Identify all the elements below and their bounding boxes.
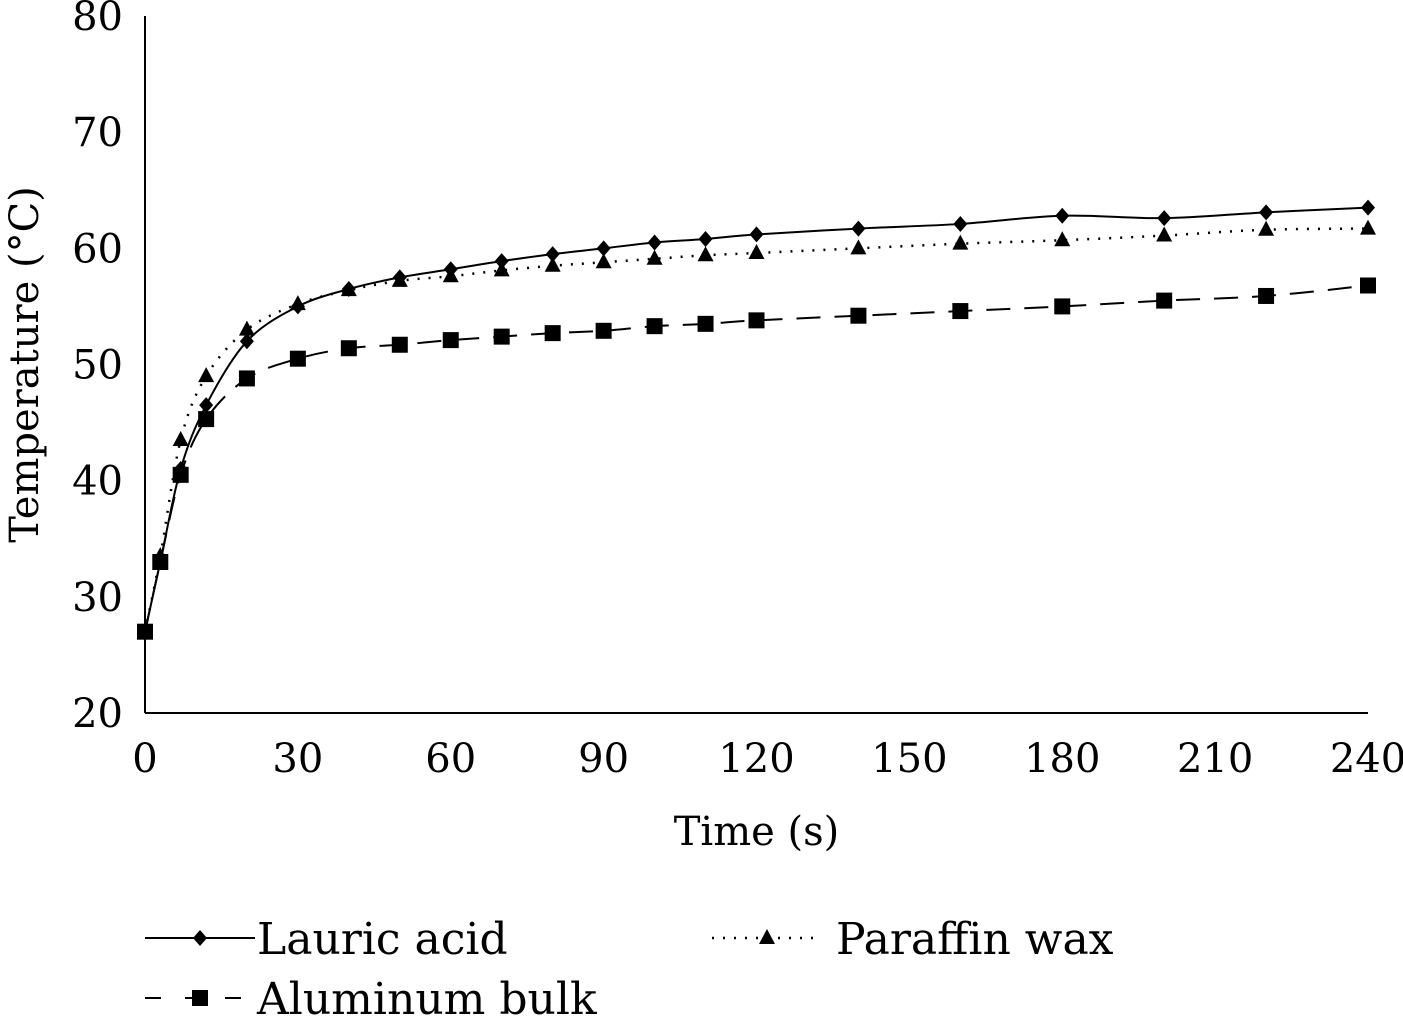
data-point	[595, 322, 612, 339]
data-point	[199, 397, 214, 414]
y-axis-title: Temperature (°C)	[2, 186, 48, 543]
data-point	[238, 320, 255, 336]
data-point	[1157, 210, 1172, 227]
data-point	[152, 553, 169, 570]
data-point	[289, 295, 306, 311]
data-point	[1156, 292, 1173, 309]
data-point	[340, 340, 357, 357]
data-point	[851, 220, 866, 237]
data-point	[1054, 231, 1071, 247]
data-point	[1258, 287, 1275, 304]
legend-marker	[192, 990, 208, 1006]
legend-item-aluminum-bulk: Aluminum bulk	[145, 974, 597, 1016]
data-point	[544, 325, 561, 342]
data-point	[748, 243, 765, 259]
data-point	[595, 253, 612, 269]
series-layer	[137, 199, 1376, 640]
data-point	[239, 333, 254, 350]
data-point	[545, 246, 560, 263]
data-point	[137, 623, 153, 640]
data-point	[647, 234, 662, 251]
x-tick-label: 30	[272, 736, 323, 782]
y-tick-label: 80	[72, 0, 123, 40]
data-point	[391, 336, 408, 353]
x-tick-label: 90	[578, 736, 629, 782]
data-point	[391, 271, 408, 287]
data-point	[493, 328, 510, 345]
legend-label: Paraffin wax	[836, 914, 1114, 965]
legend-item-paraffin-wax: Paraffin wax	[712, 914, 1114, 965]
series-paraffin-wax	[137, 219, 1376, 638]
data-point	[1361, 199, 1375, 216]
data-point	[952, 234, 969, 250]
data-point	[544, 256, 561, 272]
series-line-paraffin-wax	[143, 227, 1369, 632]
data-point	[697, 246, 714, 262]
data-point	[697, 315, 714, 332]
x-tick-label: 180	[1024, 736, 1100, 782]
data-point	[1156, 226, 1173, 242]
data-point	[1259, 204, 1274, 221]
data-point	[850, 307, 867, 324]
data-point	[698, 231, 713, 248]
series-aluminum-bulk	[137, 277, 1376, 640]
data-point	[952, 303, 969, 320]
data-point	[198, 411, 215, 428]
series-line-lauric-acid	[144, 206, 1369, 632]
data-point	[494, 253, 509, 270]
data-point	[442, 332, 459, 349]
data-point	[1054, 298, 1071, 315]
axes	[144, 16, 1368, 714]
y-tick-label: 50	[72, 343, 123, 389]
data-point	[238, 370, 255, 387]
legend-marker	[759, 929, 775, 944]
data-point	[850, 239, 867, 255]
y-tick-labels: 20 30 40 50 60 70 80	[72, 0, 123, 737]
x-tick-label: 120	[718, 736, 794, 782]
x-tick-label: 60	[425, 736, 476, 782]
data-point	[953, 215, 968, 232]
x-tick-label: 0	[132, 736, 157, 782]
y-tick-label: 20	[72, 691, 123, 737]
legend-item-lauric-acid: Lauric acid	[145, 914, 508, 965]
data-point	[749, 226, 764, 243]
x-tick-label: 240	[1330, 736, 1403, 782]
x-tick-label: 210	[1177, 736, 1253, 782]
data-point	[1055, 207, 1070, 224]
legend-marker	[193, 930, 207, 946]
x-tick-labels: 0 30 60 90 120 150 180 210 240	[132, 736, 1403, 782]
legend-label: Lauric acid	[257, 914, 508, 965]
data-point	[1360, 277, 1376, 294]
data-point	[289, 350, 306, 367]
y-tick-label: 70	[72, 110, 123, 156]
data-point	[493, 261, 510, 277]
data-point	[172, 431, 189, 447]
data-point	[596, 240, 611, 257]
data-point	[646, 249, 663, 265]
data-point	[172, 466, 189, 483]
data-point	[1360, 219, 1376, 235]
legend-label: Aluminum bulk	[256, 974, 597, 1016]
x-tick-label: 150	[871, 736, 947, 782]
legend: Lauric acid Paraffin wax Aluminum bulk	[145, 914, 1114, 1016]
series-lauric-acid	[138, 199, 1375, 640]
data-point	[442, 267, 459, 283]
y-tick-label: 30	[72, 575, 123, 621]
data-point	[1258, 220, 1275, 236]
y-tick-label: 60	[72, 226, 123, 272]
y-tick-label: 40	[72, 459, 123, 505]
data-point	[748, 312, 765, 329]
x-axis-title: Time (s)	[674, 809, 840, 855]
series-line-aluminum-bulk	[144, 284, 1369, 632]
data-point	[646, 318, 663, 335]
data-point	[340, 281, 357, 297]
data-point	[198, 367, 215, 383]
